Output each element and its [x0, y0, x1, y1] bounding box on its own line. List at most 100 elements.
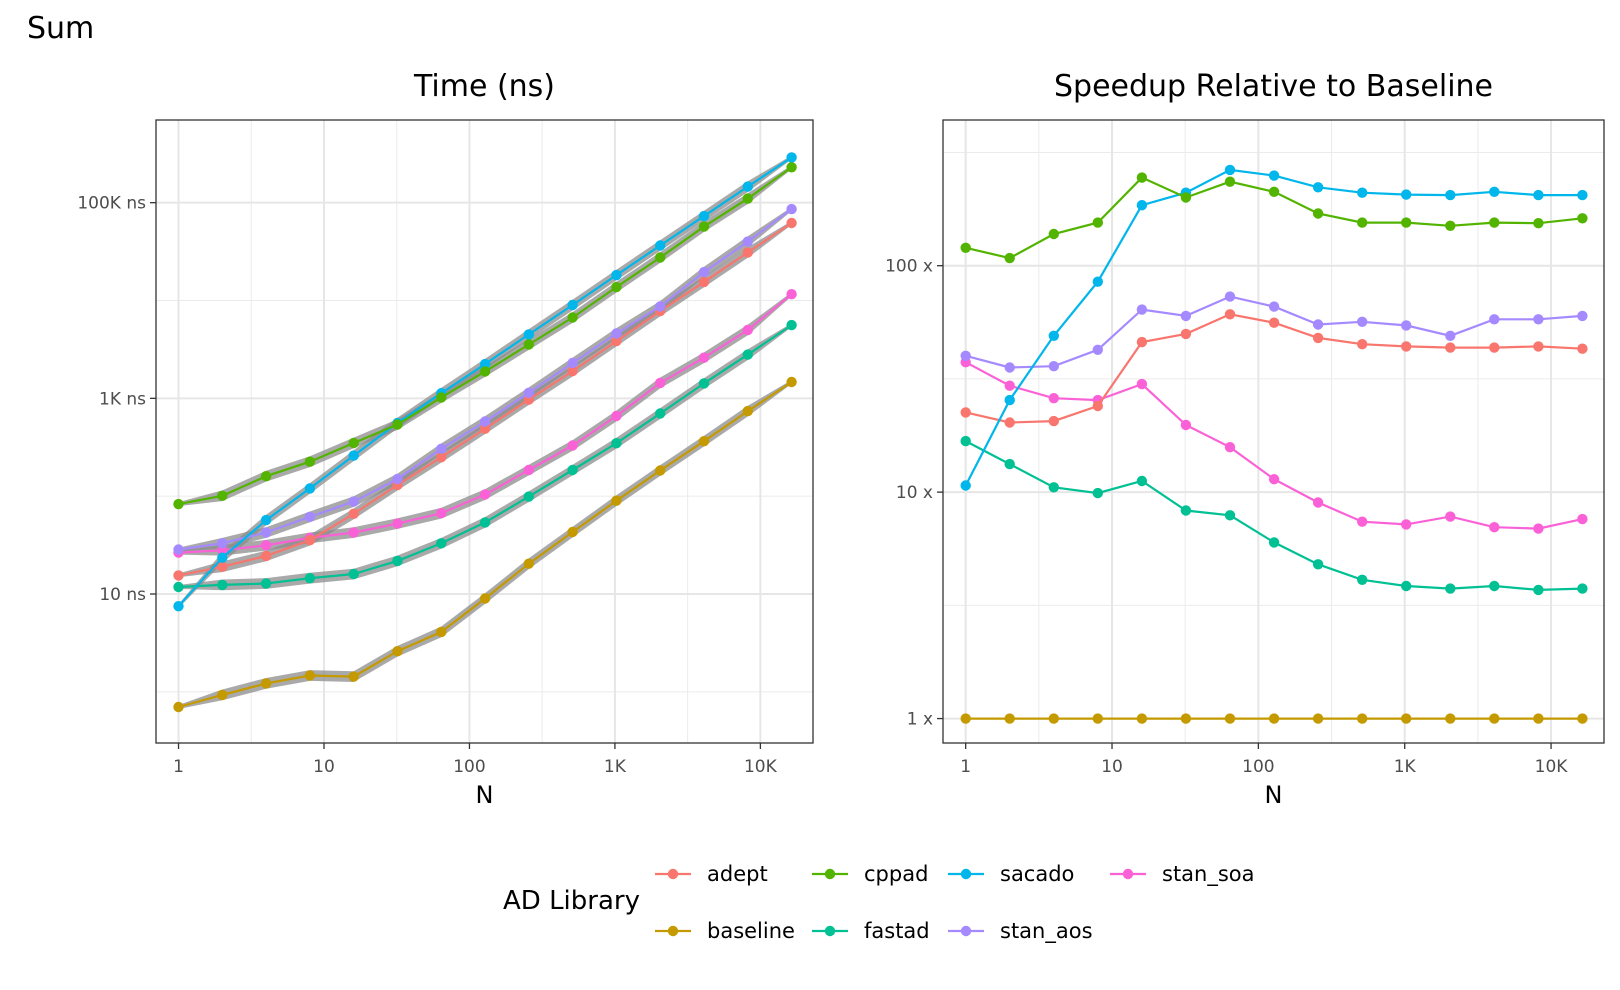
data-layer: [960, 164, 1588, 724]
point-baseline: [217, 689, 228, 701]
point-sacado: [1489, 186, 1500, 197]
point-cppad: [742, 193, 753, 204]
point-cppad: [698, 221, 710, 232]
point-fastad: [567, 464, 578, 476]
y-tick-label: 10 x: [896, 483, 933, 503]
point-adept: [348, 508, 359, 519]
point-stan_soa: [1048, 393, 1060, 404]
x-tick-label: 10K: [744, 757, 778, 777]
legend-item-sacado: sacado: [948, 862, 1074, 886]
point-stan_aos: [304, 511, 316, 522]
point-baseline: [1357, 713, 1368, 724]
point-stan_soa: [742, 324, 753, 336]
speedup-panel: 1 10 100 1K 10K 1 x 10 x 100 x Speedup Relative …: [885, 69, 1605, 809]
point-adept: [173, 570, 184, 581]
point-cppad: [1268, 186, 1280, 197]
point-sacado: [173, 601, 184, 612]
point-adept: [1048, 415, 1060, 427]
point-baseline: [1533, 713, 1544, 724]
point-fastad: [1268, 537, 1280, 548]
point-cppad: [1401, 217, 1412, 228]
point-stan_soa: [436, 508, 447, 519]
point-cppad: [217, 490, 228, 501]
point-adept: [1312, 332, 1324, 344]
point-stan_soa: [655, 377, 666, 389]
point-baseline: [1004, 713, 1015, 724]
point-baseline: [1092, 713, 1104, 724]
point-baseline: [392, 646, 403, 657]
y-tick-label: 10 ns: [99, 585, 146, 605]
legend-label: baseline: [707, 919, 795, 943]
point-adept: [1004, 417, 1015, 428]
point-stan_soa: [698, 352, 710, 363]
point-stan_soa: [1357, 516, 1368, 527]
point-sacado: [742, 181, 753, 192]
point-baseline: [1224, 713, 1236, 724]
point-fastad: [1312, 559, 1324, 570]
point-adept: [567, 365, 578, 377]
point-adept: [436, 452, 447, 463]
point-cppad: [1224, 176, 1236, 187]
point-stan_soa: [786, 289, 797, 300]
point-cppad: [348, 437, 359, 449]
point-sacado: [1357, 187, 1368, 198]
x-tick-label: 1: [173, 757, 184, 777]
point-cppad: [1533, 218, 1544, 229]
point-adept: [260, 550, 272, 562]
point-cppad: [304, 456, 316, 467]
point-adept: [1533, 341, 1544, 352]
point-cppad: [1312, 208, 1324, 219]
point-sacado: [523, 329, 534, 340]
point-sacado: [1268, 170, 1280, 181]
legend-keys: adept cppad sacado stan_soa baseline fastad st…: [655, 862, 1255, 944]
point-cppad: [436, 392, 447, 403]
y-tick-label: 100 x: [885, 257, 933, 277]
point-fastad: [217, 579, 228, 591]
legend-item-cppad: cppad: [812, 862, 928, 886]
point-baseline: [1489, 713, 1500, 724]
point-cppad: [1489, 217, 1500, 228]
point-fastad: [611, 438, 622, 449]
point-fastad: [1445, 583, 1456, 594]
point-cppad: [1048, 228, 1060, 240]
point-sacado: [786, 152, 797, 163]
point-stan_soa: [1401, 519, 1412, 530]
point-stan_aos: [1401, 320, 1412, 331]
point-sacado: [1092, 276, 1104, 287]
point-stan_soa: [479, 489, 491, 500]
point-sacado: [1136, 200, 1148, 211]
point-fastad: [1136, 475, 1148, 487]
point-baseline: [1445, 713, 1456, 724]
point-fastad: [392, 555, 403, 567]
point-sacado: [260, 514, 272, 526]
point-stan_soa: [1533, 523, 1544, 534]
point-stan_aos: [960, 350, 971, 361]
point-stan_aos: [479, 416, 491, 427]
x-tick-label: 10K: [1535, 757, 1569, 777]
point-fastad: [523, 491, 534, 502]
point-adept: [698, 276, 710, 288]
point-sacado: [698, 210, 710, 222]
point-cppad: [1577, 213, 1588, 224]
point-stan_aos: [348, 496, 359, 507]
point-stan_soa: [1445, 511, 1456, 522]
point-fastad: [1533, 584, 1544, 596]
point-baseline: [1048, 713, 1060, 724]
ribbon-sacado: [178, 155, 792, 609]
panel-title: Speedup Relative to Baseline: [1054, 69, 1493, 104]
point-stan_aos: [1180, 310, 1192, 322]
legend-key-point: [824, 925, 836, 937]
legend-title: AD Library: [503, 886, 640, 916]
point-sacado: [1312, 182, 1324, 193]
point-baseline: [1136, 713, 1148, 724]
point-baseline: [960, 713, 971, 724]
x-tick-label: 1K: [604, 757, 627, 777]
legend-label: adept: [707, 862, 768, 886]
point-fastad: [742, 349, 753, 360]
point-stan_soa: [523, 464, 534, 476]
point-fastad: [1357, 574, 1368, 585]
point-baseline: [1268, 713, 1280, 724]
point-baseline: [260, 678, 272, 689]
point-adept: [960, 407, 971, 418]
legend-item-stan_soa: stan_soa: [1110, 862, 1255, 887]
